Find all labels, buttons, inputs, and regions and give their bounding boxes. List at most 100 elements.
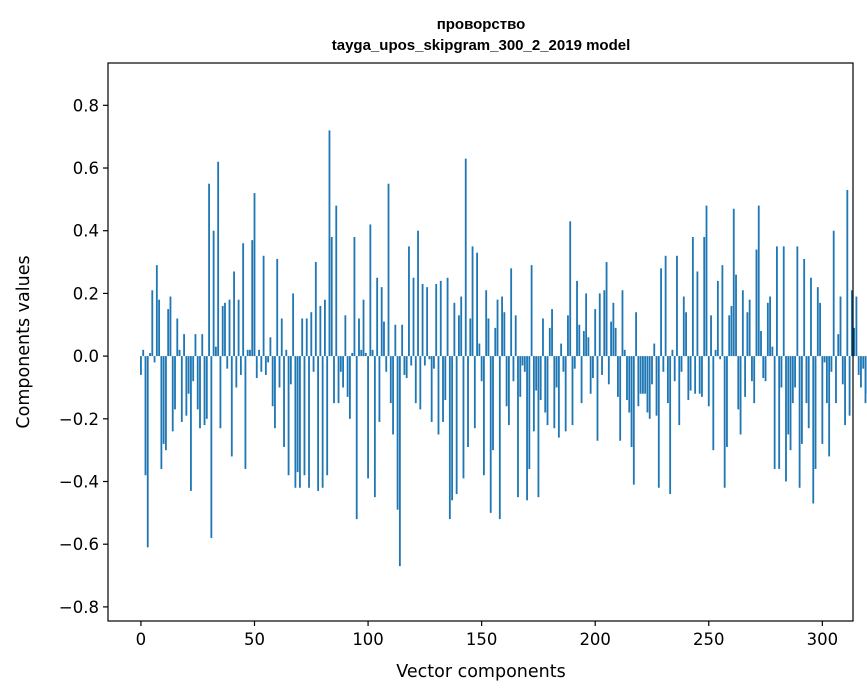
bar-94	[353, 236, 356, 357]
y-tick-label: 0.0	[73, 347, 99, 366]
bar-184	[557, 356, 560, 438]
bar-8	[158, 299, 161, 357]
bar-173	[532, 356, 535, 432]
bar-169	[523, 356, 526, 372]
bar-44	[239, 356, 242, 375]
bar-139	[455, 356, 458, 495]
bar-103	[373, 356, 376, 498]
bar-183	[555, 356, 558, 388]
bar-259	[728, 315, 731, 357]
bar-136	[448, 356, 451, 520]
bar-182	[553, 356, 556, 429]
bar-219	[637, 356, 640, 407]
bar-73	[305, 318, 308, 357]
bar-232	[666, 356, 669, 404]
bar-275	[764, 356, 767, 382]
bar-241	[687, 356, 690, 400]
bar-46	[244, 356, 247, 469]
bar-229	[660, 268, 662, 357]
bar-102	[371, 349, 374, 357]
bar-16	[176, 318, 179, 357]
bar-122	[417, 230, 419, 357]
bar-172	[530, 265, 533, 357]
bar-143	[464, 158, 467, 357]
bar-84	[330, 236, 333, 357]
bar-115	[401, 324, 404, 357]
bar-50	[253, 193, 256, 357]
bar-72	[303, 356, 306, 476]
bar-256	[721, 265, 724, 357]
bar-114	[398, 356, 401, 567]
bar-35	[219, 356, 222, 429]
bar-32	[212, 230, 215, 357]
bar-43	[237, 299, 240, 357]
bar-287	[791, 356, 794, 404]
bar-156	[494, 327, 497, 357]
bar-2	[144, 356, 147, 476]
bar-52	[258, 349, 260, 357]
bar-236	[676, 255, 678, 357]
bar-23	[192, 356, 195, 382]
bar-13	[169, 296, 172, 357]
bar-19	[183, 334, 185, 357]
bar-314	[853, 327, 856, 357]
bar-24	[194, 334, 197, 357]
bar-297	[814, 356, 817, 469]
bar-244	[694, 356, 697, 394]
bar-113	[396, 356, 399, 510]
bar-58	[271, 356, 274, 407]
bar-308	[839, 296, 842, 357]
bar-121	[414, 356, 417, 404]
bar-120	[412, 277, 415, 357]
bar-230	[662, 356, 665, 372]
bar-10	[162, 356, 165, 444]
bar-167	[519, 356, 522, 397]
bar-261	[732, 208, 735, 357]
bar-129	[433, 356, 435, 369]
bar-78	[317, 356, 320, 491]
bar-177	[542, 318, 544, 357]
bar-36	[221, 305, 224, 357]
bar-0	[140, 356, 142, 375]
bar-71	[301, 318, 304, 357]
bar-235	[673, 356, 676, 382]
bar-70	[299, 356, 301, 488]
bar-194	[580, 356, 583, 404]
bar-224	[648, 356, 651, 419]
y-tick-label: −0.6	[59, 535, 99, 554]
bar-116	[403, 356, 406, 375]
bar-242	[689, 356, 692, 391]
bar-161	[505, 356, 508, 407]
bar-185	[560, 343, 563, 357]
bar-125	[423, 356, 426, 366]
x-axis-ticks: 0 50 100 150 200 250 300	[136, 621, 838, 649]
bar-17	[178, 349, 181, 357]
bar-284	[785, 356, 787, 482]
bar-305	[832, 230, 835, 357]
bar-218	[635, 312, 637, 357]
bar-130	[435, 284, 438, 357]
bar-268	[748, 299, 751, 357]
bar-62	[280, 318, 283, 357]
plot-frame	[107, 62, 854, 622]
bar-311	[846, 189, 849, 357]
bar-216	[630, 356, 633, 448]
bar-289	[796, 246, 799, 357]
bar-239	[682, 296, 685, 357]
x-tick-label: 50	[244, 630, 265, 649]
bar-254	[716, 280, 719, 357]
bar-74	[308, 356, 310, 488]
bar-25	[196, 356, 199, 410]
bar-265	[741, 290, 744, 357]
bar-226	[653, 343, 656, 357]
bar-80	[321, 356, 324, 488]
bar-238	[680, 356, 683, 372]
bar-166	[517, 356, 519, 498]
bar-55	[264, 356, 267, 375]
bar-56	[267, 356, 270, 363]
bar-278	[771, 346, 774, 357]
y-axis-label: Components values	[14, 255, 34, 428]
bar-90	[344, 315, 347, 357]
bar-89	[342, 356, 344, 388]
bar-198	[589, 356, 592, 394]
